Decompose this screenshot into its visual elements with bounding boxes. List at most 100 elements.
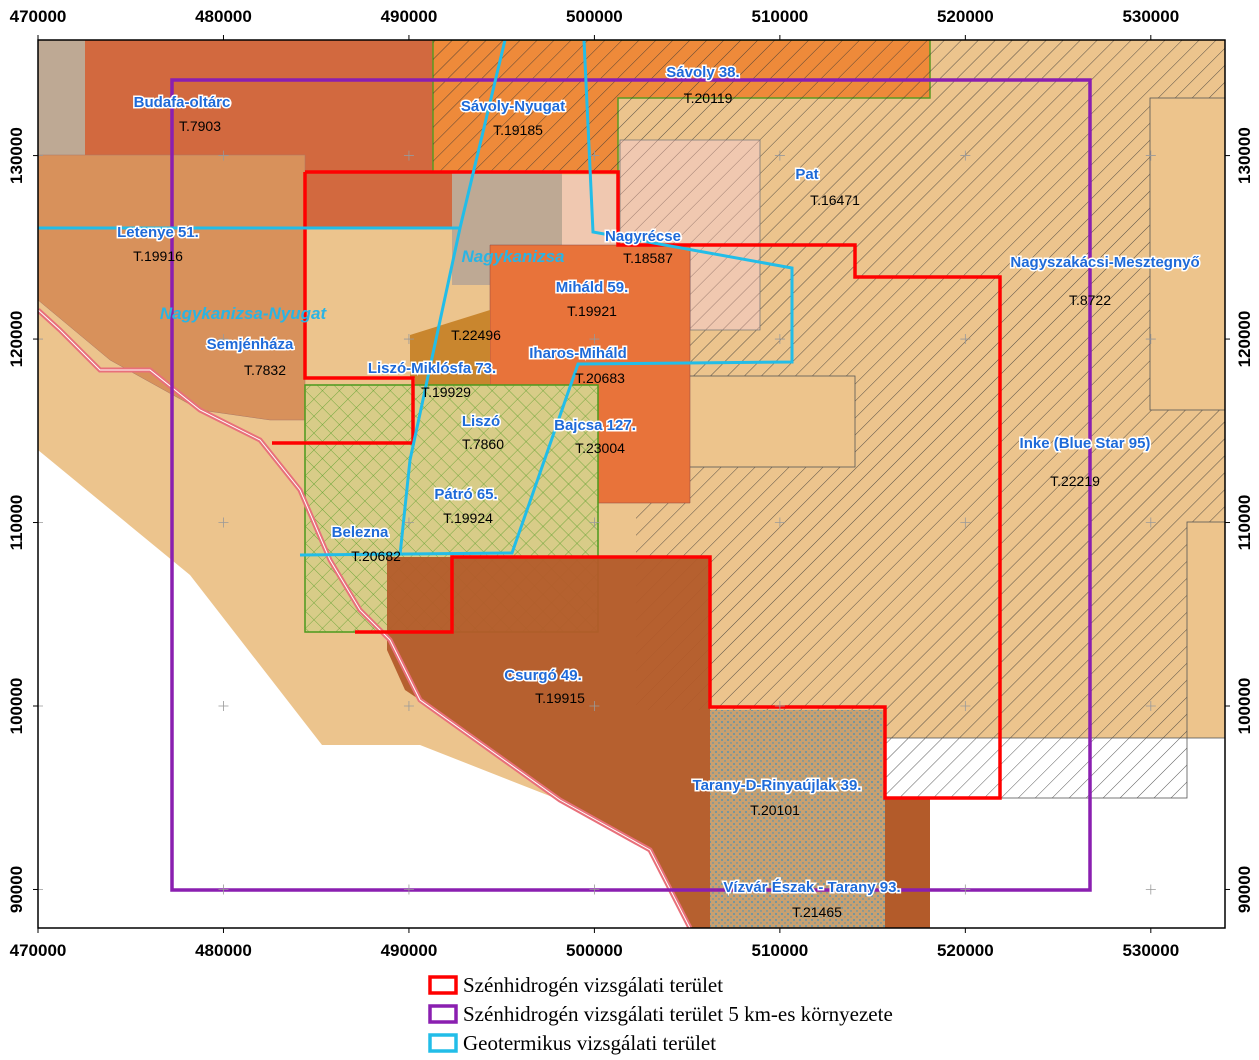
x-tick-label: 480000 [195, 7, 252, 26]
x-tick-label: 520000 [937, 941, 994, 960]
grid [38, 150, 1156, 895]
grid-cross [774, 150, 785, 161]
river [38, 309, 691, 928]
area-code: T.19185 [493, 122, 543, 138]
x-tick-label: 480000 [195, 941, 252, 960]
y-tick-label: 110000 [1235, 495, 1254, 551]
area-name: Tarany-D-Rinyaújlak 39. [693, 777, 862, 794]
grid-cross [38, 150, 43, 161]
area-name: Letenye 51. [117, 224, 199, 241]
grid-cross [38, 334, 43, 345]
y-tick-label: 120000 [7, 311, 26, 368]
hydrocarbon-area [272, 172, 415, 445]
y-tick-label: 100000 [1235, 678, 1254, 735]
outside [38, 450, 690, 928]
area-code: T.20119 [684, 90, 733, 106]
y-tick-label: 130000 [7, 127, 26, 184]
zone [38, 40, 85, 155]
area-name: Sávoly 38. [666, 64, 739, 81]
area-code: T.19916 [133, 248, 183, 264]
grid-cross [960, 701, 971, 711]
area-name: Pátró 65. [434, 486, 497, 503]
grid-cross [960, 517, 971, 528]
x-tick-label: 530000 [1122, 7, 1179, 26]
grid-cross [589, 150, 600, 161]
legend-swatch [428, 1033, 458, 1053]
grid-cross [38, 884, 43, 895]
area-name: Iharos-Miháld [529, 345, 627, 362]
x-tick-label: 470000 [10, 7, 67, 26]
grid-cross [218, 884, 229, 895]
y-tick-label: 90000 [7, 866, 26, 913]
grid-cross [1145, 334, 1156, 345]
region-label: Nagykanizsa [462, 247, 565, 266]
grid-cross [218, 150, 229, 161]
grid-cross [403, 517, 414, 528]
x-tick-label: 470000 [10, 941, 67, 960]
grid-cross [38, 701, 43, 711]
area-code: T.19921 [567, 303, 617, 319]
grid-cross [960, 150, 971, 161]
area-code: T.7903 [179, 118, 221, 134]
grid-cross [403, 334, 414, 345]
grid-cross [38, 517, 43, 528]
grid-cross [1145, 701, 1156, 711]
x-tick-label: 530000 [1122, 941, 1179, 960]
grid-cross [218, 701, 229, 711]
area-name: Inke (Blue Star 95) [1020, 435, 1151, 452]
area-code: T.22219 [1050, 473, 1100, 489]
x-tick-label: 510000 [752, 7, 809, 26]
zone [433, 40, 930, 172]
frame [37, 39, 1226, 929]
hatched [854, 737, 1188, 799]
x-tick-label: 500000 [566, 941, 623, 960]
area-name: Liszó [462, 413, 500, 430]
y-tick-label: 130000 [1235, 127, 1254, 184]
area-code: T.20101 [750, 802, 800, 818]
grid-cross [1145, 884, 1156, 895]
grid-cross [403, 884, 414, 895]
area-code: T.16471 [810, 192, 860, 208]
area-code: T.7832 [244, 362, 286, 378]
grid-cross [774, 334, 785, 345]
y-tick-label: 110000 [7, 495, 26, 551]
legend-swatch [428, 1004, 458, 1024]
buffer-area [170, 78, 1092, 892]
x-tick-label: 500000 [566, 7, 623, 26]
area-code: T.20682 [351, 548, 401, 564]
area-code: T.7860 [462, 436, 504, 452]
y-tick-label: 100000 [7, 678, 26, 735]
map-area: Nagykanizsa Nagykanizsa-Nyugat Budafa-ol… [38, 40, 1225, 928]
area-name: Budafa-oltárc [134, 94, 231, 111]
area-name: Csurgó 49. [504, 667, 582, 684]
geothermal-area [299, 40, 794, 557]
grid-cross [774, 517, 785, 528]
area-name: Bajcsa 127. [554, 417, 636, 434]
legend-label: Geotermikus vizsgálati terület [463, 1031, 716, 1055]
area-name: Liszó-Miklósfa 73. [368, 360, 496, 377]
area-name: Belezna [332, 524, 389, 541]
zone [885, 798, 930, 928]
x-tick-label: 490000 [381, 7, 438, 26]
area-name: Pat [795, 166, 818, 183]
area-code: T.8722 [1069, 292, 1111, 308]
legend-label: Szénhidrogén vizsgálati terület 5 km-es … [463, 1002, 893, 1026]
y-tick-label: 90000 [1235, 866, 1254, 913]
area-code: T.19924 [443, 510, 493, 526]
zone [85, 40, 452, 228]
grid-cross [589, 884, 600, 895]
zone [618, 40, 1225, 738]
zone [1186, 521, 1225, 739]
grid-cross [589, 334, 600, 345]
area-name: Sávoly-Nyugat [461, 98, 565, 115]
area-name: Semjénháza [207, 336, 294, 353]
grid-cross [1145, 150, 1156, 161]
area-code: T.19915 [535, 690, 585, 706]
grid-cross [589, 517, 600, 528]
area-code: T.22496 [451, 327, 501, 343]
y-tick-label: 120000 [1235, 311, 1254, 368]
x-tick-label: 510000 [752, 941, 809, 960]
legend: Szénhidrogén vizsgálati terület Szénhidro… [428, 973, 893, 1055]
grid-cross [403, 150, 414, 161]
